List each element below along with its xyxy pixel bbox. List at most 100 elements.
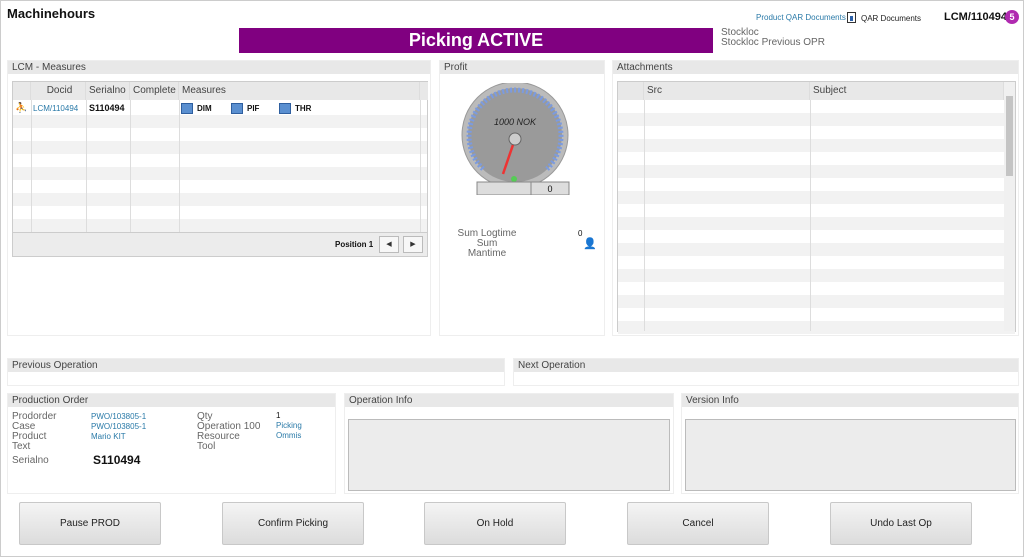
serialno-cell: S110494 <box>89 103 125 113</box>
notification-badge[interactable]: 5 <box>1005 10 1019 24</box>
empty-row <box>618 178 1015 191</box>
column-header-measures[interactable]: Measures <box>179 82 420 100</box>
pause-prod-button[interactable]: Pause PROD <box>19 502 161 545</box>
operation-info-panel: Operation Info <box>344 393 674 494</box>
column-header-subject[interactable]: Subject <box>810 82 1004 100</box>
gauge-readout: 0 <box>547 184 552 194</box>
empty-row <box>618 256 1015 269</box>
profit-gauge: 1000 NOK 0 <box>461 83 570 195</box>
empty-row <box>618 230 1015 243</box>
empty-row <box>13 193 427 206</box>
position-label: Position 1 <box>335 240 374 249</box>
measure-icon <box>181 103 193 115</box>
case-label: Case <box>12 421 36 432</box>
previous-operation-panel: Previous Operation <box>7 358 505 386</box>
lcm-grid: Docid Serialno Complete Measures ⛹ LCM/1… <box>12 81 428 257</box>
docid-link[interactable]: LCM/110494 <box>33 104 79 113</box>
resource-label: Resource <box>197 431 240 442</box>
qar-documents-link[interactable]: QAR Documents <box>861 14 922 23</box>
gauge-unit: 1000 NOK <box>494 117 537 127</box>
column-header-complete[interactable]: Complete <box>130 82 179 100</box>
operation-label: Operation 100 <box>197 421 261 432</box>
panel-title: LCM - Measures <box>8 61 430 74</box>
empty-row <box>618 217 1015 230</box>
status-banner: Picking ACTIVE <box>239 28 713 53</box>
serialno-label: Serialno <box>12 455 49 466</box>
column-header-docid[interactable]: Docid <box>31 82 86 100</box>
next-button[interactable]: ▶ <box>403 236 423 253</box>
qty-label: Qty <box>197 411 213 422</box>
product-label: Product <box>12 431 47 442</box>
panel-title: Attachments <box>613 61 1018 74</box>
page-title: Machinehours <box>7 6 96 21</box>
doc-id: LCM/110494 <box>944 11 1007 23</box>
panel-title: Version Info <box>682 394 1018 407</box>
measure-pif[interactable]: PIF <box>231 102 259 115</box>
empty-row <box>13 206 427 219</box>
profit-panel: Profit 1000 NOK 0 Sum Logtime Sum Mantim… <box>439 60 605 336</box>
document-icon[interactable] <box>847 12 856 23</box>
empty-row <box>618 295 1015 308</box>
measure-label: PIF <box>247 104 260 113</box>
measure-thr[interactable]: THR <box>279 102 311 115</box>
operation-value[interactable]: Picking <box>276 421 302 430</box>
empty-row <box>13 115 427 128</box>
case-link[interactable]: PWO/103805-1 <box>91 422 147 431</box>
sum-logtime-label: Sum Logtime <box>457 228 517 239</box>
empty-row <box>618 269 1015 282</box>
worker-icon: ⛹ <box>15 103 28 114</box>
tool-label: Tool <box>197 441 216 452</box>
next-operation-panel: Next Operation <box>513 358 1019 386</box>
column-header-src[interactable]: Src <box>644 82 810 100</box>
empty-row <box>618 152 1015 165</box>
empty-row <box>618 113 1015 126</box>
prodorder-link[interactable]: PWO/103805-1 <box>91 412 147 421</box>
measure-icon <box>231 103 243 115</box>
stockloc-label: Stockloc <box>721 27 759 38</box>
resource-value[interactable]: Ommis <box>276 431 302 440</box>
measure-label: DIM <box>197 104 212 113</box>
attachments-grid: Src Subject <box>617 81 1016 334</box>
sum-mantime-label: Sum Mantime <box>467 238 507 259</box>
production-order-panel: Production Order Prodorder Case Product … <box>7 393 336 494</box>
prodorder-label: Prodorder <box>12 411 57 422</box>
panel-title: Previous Operation <box>8 359 504 372</box>
empty-row <box>618 126 1015 139</box>
measure-icon <box>279 103 291 115</box>
cancel-button[interactable]: Cancel <box>627 502 769 545</box>
panel-title: Operation Info <box>345 394 673 407</box>
empty-row <box>13 219 427 232</box>
confirm-picking-button[interactable]: Confirm Picking <box>222 502 364 545</box>
grid-pager: Position 1 ◀ ▶ <box>13 232 427 256</box>
empty-row <box>618 243 1015 256</box>
qty-value: 1 <box>276 411 281 420</box>
scrollbar[interactable] <box>1004 82 1015 331</box>
operation-info-textarea[interactable] <box>348 419 670 491</box>
version-info-panel: Version Info <box>681 393 1019 494</box>
empty-row <box>13 154 427 167</box>
user-refresh-icon[interactable]: 👤 <box>583 238 597 250</box>
product-qar-documents-link[interactable]: Product QAR Documents <box>756 13 846 22</box>
empty-row <box>618 204 1015 217</box>
empty-row <box>13 128 427 141</box>
empty-row <box>618 308 1015 321</box>
product-link[interactable]: Mario KIT <box>91 432 126 441</box>
measure-dim[interactable]: DIM <box>181 102 212 115</box>
text-label: Text <box>12 441 31 452</box>
empty-row <box>13 141 427 154</box>
attachments-panel: Attachments Src Subject <box>612 60 1019 336</box>
empty-row <box>618 165 1015 178</box>
lcm-measures-panel: LCM - Measures Docid Serialno Complete M… <box>7 60 431 336</box>
on-hold-button[interactable]: On Hold <box>424 502 566 545</box>
version-info-textarea[interactable] <box>685 419 1016 491</box>
table-row[interactable]: ⛹ LCM/110494 S110494 DIM PIF THR <box>13 102 427 115</box>
column-header-serialno[interactable]: Serialno <box>86 82 130 100</box>
panel-title: Profit <box>440 61 604 74</box>
measure-label: THR <box>295 104 312 113</box>
previous-button[interactable]: ◀ <box>379 236 399 253</box>
panel-title: Next Operation <box>514 359 1018 372</box>
undo-last-op-button[interactable]: Undo Last Op <box>830 502 972 545</box>
stockloc-info: Stockloc Stockloc Previous OPR <box>721 28 825 48</box>
empty-row <box>618 100 1015 113</box>
panel-title: Production Order <box>8 394 335 407</box>
